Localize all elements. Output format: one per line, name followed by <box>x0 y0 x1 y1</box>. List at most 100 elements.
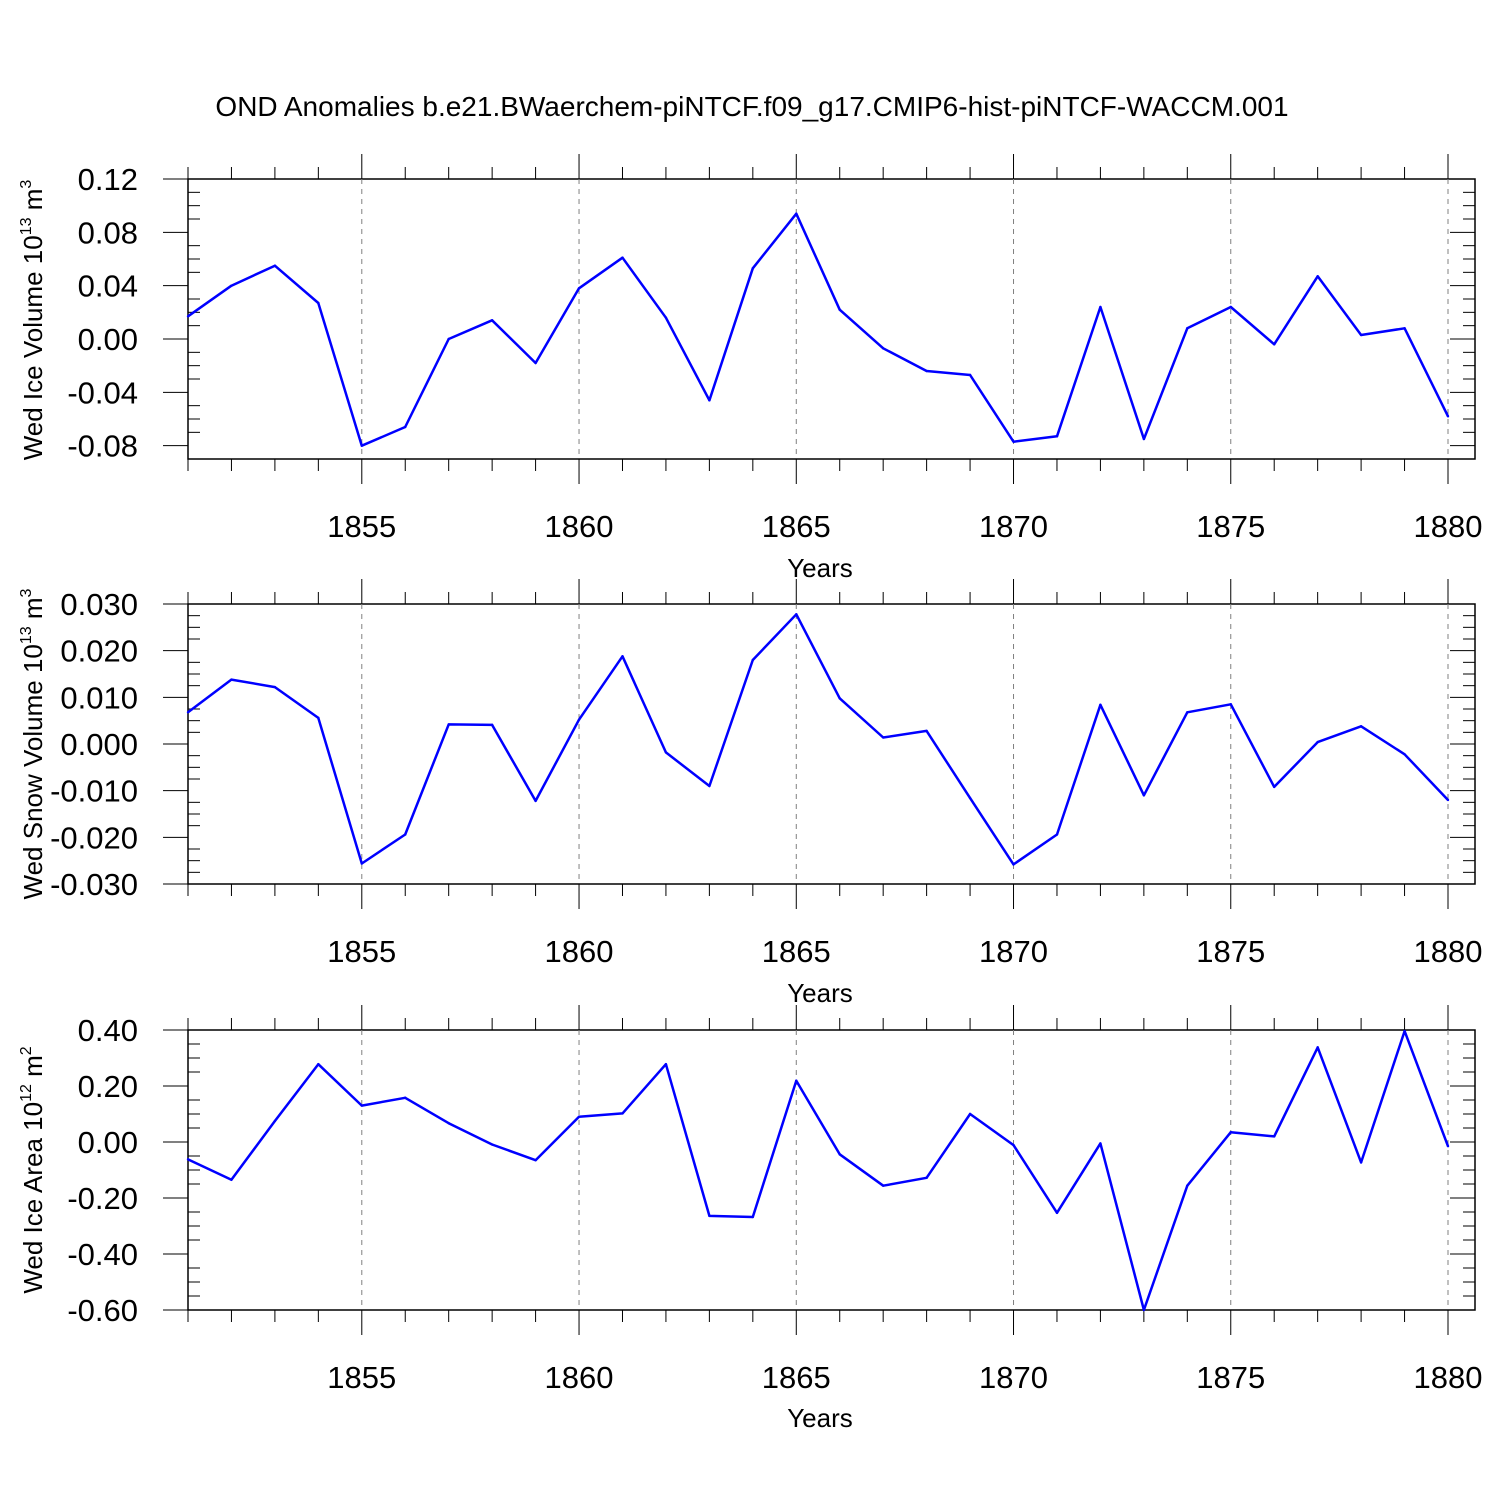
data-point <box>1099 703 1102 706</box>
data-point <box>1186 711 1189 714</box>
data-point <box>447 1122 450 1125</box>
data-point <box>1273 1135 1276 1138</box>
x-tick-label: 1865 <box>762 1360 831 1395</box>
data-point <box>273 1119 277 1123</box>
data-point <box>1055 435 1059 438</box>
plot-frame <box>187 1029 1476 1311</box>
x-tick-label: 1865 <box>762 509 831 544</box>
x-tick-label: 1875 <box>1196 934 1265 969</box>
data-point <box>404 833 407 836</box>
data-point <box>621 1112 624 1115</box>
x-tick-label: 1855 <box>327 509 396 544</box>
y-axis-title: Wed Ice Area 1012 m2 <box>18 1046 48 1293</box>
data-point <box>1359 1161 1363 1164</box>
data-point <box>534 799 537 803</box>
plot-frame <box>187 603 1476 885</box>
y-tick-label: 0.12 <box>78 162 138 197</box>
x-tick-label: 1870 <box>979 1360 1048 1395</box>
data-point <box>664 751 668 754</box>
data-point <box>273 264 277 267</box>
data-point <box>1012 440 1015 443</box>
y-tick-label: 0.00 <box>78 322 138 357</box>
data-point <box>1229 703 1232 706</box>
data-point <box>1142 794 1146 797</box>
data-point <box>577 718 581 721</box>
data-point <box>838 1153 841 1156</box>
data-point <box>1403 1029 1406 1033</box>
data-point <box>708 1214 711 1218</box>
y-tick-label: 0.020 <box>60 634 138 669</box>
data-point <box>1186 327 1189 330</box>
y-tick-label: -0.20 <box>67 1181 138 1216</box>
data-point <box>1446 415 1450 418</box>
y-tick-label: -0.60 <box>67 1293 138 1328</box>
y-tick-label: 0.010 <box>60 680 138 715</box>
data-point <box>1142 437 1146 441</box>
data-point <box>186 711 190 714</box>
data-point <box>968 1112 972 1116</box>
panel-1: 0.12 0.08 0.04 0.00 -0.04 -0.08 1855 1860 1865 18… <box>18 154 1482 583</box>
data-point <box>838 697 841 700</box>
data-point <box>1229 1131 1232 1134</box>
data-point <box>795 1079 798 1082</box>
data-point <box>838 308 841 311</box>
x-axis-title: Years <box>787 978 853 1008</box>
data-point <box>925 1176 928 1180</box>
y-tick-label: -0.04 <box>67 375 138 410</box>
y-tick-label: -0.010 <box>50 774 138 809</box>
data-point <box>447 337 450 341</box>
data-point <box>490 319 494 322</box>
data-point <box>490 723 494 727</box>
data-point <box>881 347 885 350</box>
data-point <box>1142 1308 1146 1312</box>
data-point <box>230 284 233 287</box>
data-point <box>1359 333 1363 337</box>
data-point <box>664 1062 668 1066</box>
data-point <box>534 1159 537 1162</box>
y-tick-label: -0.40 <box>67 1237 138 1272</box>
y-tick-label: 0.20 <box>78 1069 138 1104</box>
y-tick-label: 0.030 <box>60 587 138 622</box>
x-tick-label: 1870 <box>979 509 1048 544</box>
x-tick-label: 1860 <box>545 934 614 969</box>
y-tick-label: 0.04 <box>78 269 138 304</box>
y-tick-label: 0.000 <box>60 727 138 762</box>
x-axis-title: Years <box>787 553 853 583</box>
x-tick-label: 1875 <box>1196 509 1265 544</box>
x-tick-label: 1870 <box>979 934 1048 969</box>
data-point <box>447 723 450 726</box>
data-point <box>577 1115 581 1119</box>
x-tick-label: 1865 <box>762 934 831 969</box>
x-axis-title: Years <box>787 1403 853 1433</box>
x-tick-label: 1880 <box>1414 934 1483 969</box>
data-point <box>404 425 407 429</box>
data-point <box>1055 833 1059 836</box>
y-tick-label: -0.030 <box>50 867 138 902</box>
data-point <box>708 399 711 402</box>
y-axis-title: Wed Snow Volume 1013 m3 <box>18 588 48 899</box>
y-tick-label: 0.40 <box>78 1013 138 1048</box>
data-point <box>1186 1184 1189 1187</box>
data-point <box>1403 327 1406 330</box>
data-point <box>1446 798 1450 802</box>
data-point <box>1316 1046 1319 1049</box>
data-point <box>968 796 972 800</box>
series-line <box>187 1029 1450 1312</box>
data-point <box>795 212 798 215</box>
data-point <box>795 613 798 616</box>
data-point <box>1012 863 1015 866</box>
data-point <box>1446 1145 1450 1148</box>
x-tick-label: 1875 <box>1196 1360 1265 1395</box>
panel-3: 0.40 0.20 0.00 -0.20 -0.40 -0.60 1855 1860 1865 1… <box>18 1005 1482 1433</box>
x-tick-label: 1860 <box>545 509 614 544</box>
data-point <box>230 678 233 681</box>
x-tick-label: 1855 <box>327 1360 396 1395</box>
data-point <box>404 1096 407 1099</box>
data-point <box>317 301 320 305</box>
data-point <box>1055 1211 1059 1215</box>
data-point <box>1316 740 1319 744</box>
x-tick-label: 1855 <box>327 934 396 969</box>
data-point <box>708 784 711 788</box>
data-point <box>621 655 624 658</box>
y-tick-label: -0.020 <box>50 820 138 855</box>
